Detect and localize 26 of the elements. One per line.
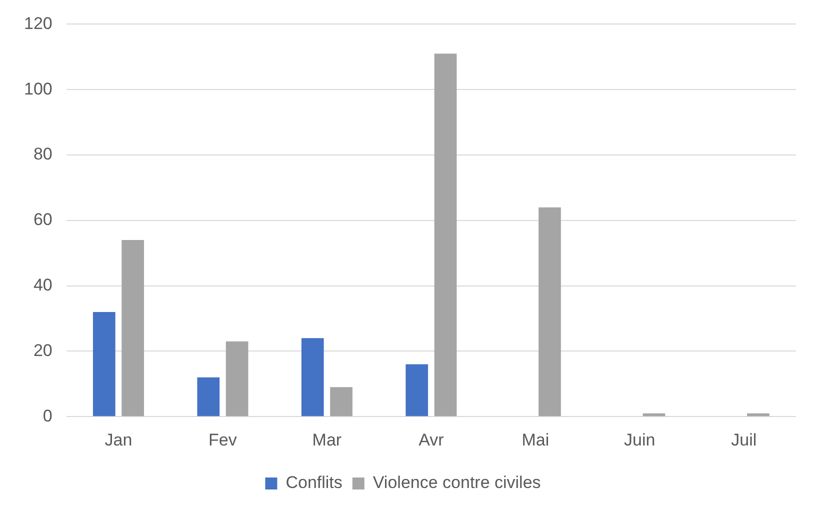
legend-label: Conflits (286, 473, 342, 492)
bar (330, 387, 352, 416)
y-tick-label: 60 (33, 210, 52, 230)
bar (406, 364, 428, 416)
x-tick-label: Mai (522, 430, 550, 450)
y-tick-label: 20 (33, 340, 52, 360)
bar (434, 54, 457, 416)
bar (226, 341, 248, 416)
bar (301, 338, 324, 416)
y-tick-label: 120 (24, 14, 52, 33)
bar (197, 377, 220, 416)
legend-label: Violence contre civiles (372, 473, 541, 492)
x-tick-label: Avr (418, 430, 444, 450)
y-tick-label: 100 (24, 79, 52, 98)
y-tick-label: 0 (42, 406, 52, 426)
x-tick-label: Jan (104, 430, 132, 450)
x-tick-label: Fev (208, 430, 238, 450)
x-tick-label: Juin (624, 430, 656, 450)
y-tick-label: 40 (33, 275, 52, 294)
y-tick-label: 80 (33, 144, 52, 164)
bar (747, 413, 770, 416)
bar (538, 207, 561, 416)
x-tick-label: Mar (312, 430, 342, 450)
bar (92, 312, 116, 416)
x-tick-label: Juil (731, 430, 757, 450)
bar (122, 240, 144, 416)
